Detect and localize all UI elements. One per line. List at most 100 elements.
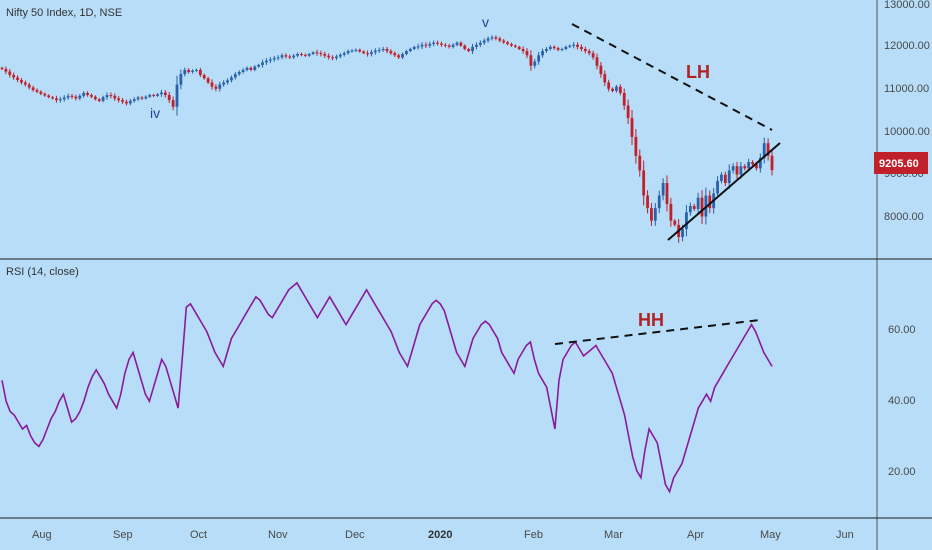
time-tick: Sep: [113, 529, 133, 541]
candle-body: [292, 55, 296, 58]
candle-body: [171, 100, 175, 107]
candle-body: [653, 208, 657, 221]
candle-body: [766, 143, 770, 156]
candle-body: [43, 93, 47, 96]
candle-body: [261, 62, 264, 65]
candle-body: [4, 69, 8, 72]
candle-body: [125, 101, 128, 104]
candle-body: [323, 54, 327, 56]
candle-body: [611, 88, 614, 91]
candle-body: [576, 44, 579, 47]
candle-body: [62, 97, 66, 100]
candle-body: [743, 166, 747, 169]
candle-body: [603, 74, 607, 83]
candle-body: [556, 48, 560, 50]
candle-body: [661, 182, 665, 196]
candle-body: [541, 51, 544, 56]
candle-body: [607, 82, 611, 89]
candle-body: [276, 57, 280, 59]
candle-body: [202, 74, 206, 79]
candle-body: [280, 55, 284, 58]
candle-body: [673, 220, 677, 225]
candle-body: [183, 69, 187, 75]
candle-body: [284, 55, 288, 57]
candle-body: [401, 54, 404, 58]
candle-body: [148, 95, 152, 97]
candle-body: [548, 46, 552, 49]
candle-body: [405, 51, 408, 54]
candle-body: [163, 92, 167, 96]
lower-high-trendline: [571, 23, 773, 131]
time-tick: Jun: [836, 529, 854, 541]
candle-body: [338, 54, 342, 57]
candle-body: [739, 166, 743, 175]
candle-body: [370, 52, 373, 54]
candle-body: [20, 79, 23, 83]
candle-body: [650, 208, 653, 221]
candle-body: [144, 96, 148, 99]
candle-body: [708, 195, 712, 209]
candle-body: [113, 95, 117, 99]
candle-body: [74, 96, 78, 99]
candle-body: [447, 45, 451, 47]
candle-body: [233, 74, 237, 78]
candle-body: [12, 74, 16, 78]
time-tick: Oct: [190, 529, 207, 541]
candle-body: [657, 195, 661, 209]
time-tick: Nov: [268, 529, 288, 541]
time-tick: Apr: [687, 529, 704, 541]
higher-high-trendline: [554, 319, 761, 345]
candle-body: [751, 162, 754, 165]
rsi-axis: 60.00 40.00 20.00: [888, 324, 916, 478]
candle-body: [335, 56, 338, 59]
candle-body: [408, 48, 412, 52]
time-tick: Dec: [345, 529, 365, 541]
candle-body: [599, 65, 603, 75]
candle-body: [265, 60, 268, 63]
candle-body: [747, 162, 751, 169]
candle-body: [428, 43, 432, 46]
candle-body: [8, 71, 12, 75]
candle-body: [432, 42, 436, 44]
candle-body: [97, 99, 101, 101]
candle-body: [412, 46, 416, 49]
candle-body: [66, 95, 70, 98]
price-tick: 12000.00: [884, 40, 930, 52]
candle-body: [688, 206, 692, 213]
candle-body: [646, 195, 649, 209]
candle-body: [568, 45, 572, 47]
candle-body: [253, 66, 257, 70]
candle-body: [342, 53, 346, 55]
candle-body: [136, 97, 140, 100]
candle-body: [642, 170, 646, 196]
candle-body: [580, 46, 583, 49]
candle-body: [331, 57, 334, 59]
candle-body: [416, 46, 420, 48]
candle-body: [160, 92, 163, 95]
candle-body: [591, 53, 595, 58]
candle-body: [0, 67, 4, 70]
rsi-tick: 60.00: [888, 324, 916, 336]
candle-body: [443, 44, 447, 46]
candle-body: [681, 229, 684, 238]
candle-body: [140, 97, 144, 99]
candle-body: [467, 48, 471, 52]
candle-body: [463, 45, 467, 49]
candle-body: [634, 136, 638, 156]
candle-body: [424, 44, 428, 46]
candle-body: [230, 77, 233, 81]
candle-body: [486, 38, 490, 41]
candle-body: [758, 157, 762, 169]
rsi-tick: 20.00: [888, 466, 916, 478]
candle-body: [393, 53, 397, 56]
last-price-badge-bg: [874, 152, 928, 174]
wave-label-v: v: [482, 14, 489, 30]
candle-body: [268, 59, 272, 61]
candle-body: [517, 46, 521, 49]
candle-body: [545, 48, 548, 52]
candle-body: [117, 98, 121, 101]
candle-body: [459, 42, 463, 46]
candle-body: [78, 95, 82, 99]
candle-body: [167, 95, 171, 101]
